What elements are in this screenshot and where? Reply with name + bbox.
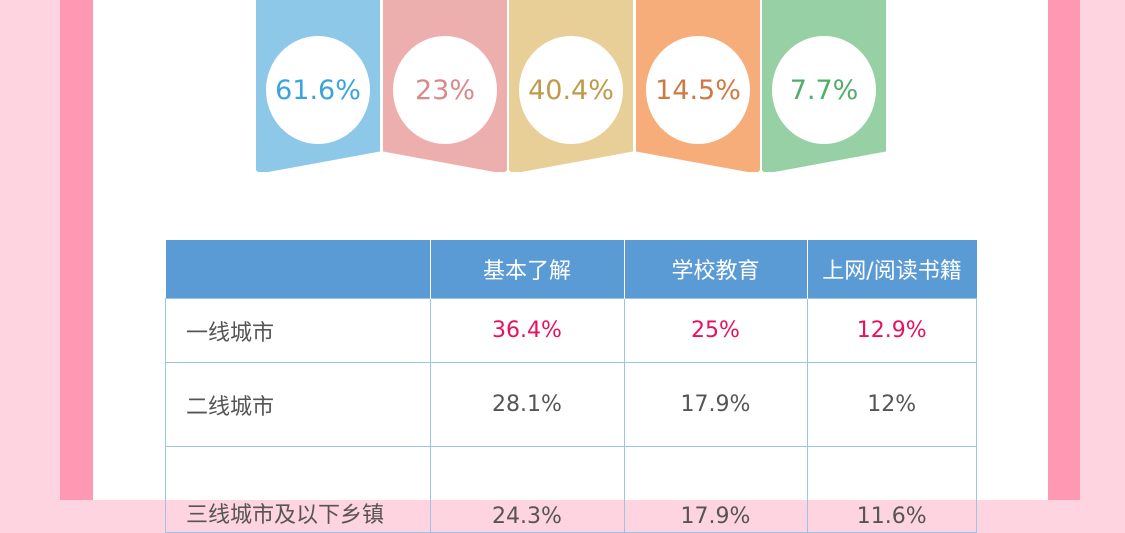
header-cell: 基本了解 bbox=[430, 240, 625, 299]
stat-banner: 14.5% bbox=[636, 0, 760, 172]
decor-stripe-right bbox=[1048, 0, 1080, 500]
row-label: 二线城市 bbox=[165, 362, 431, 447]
table-cell: 28.1% bbox=[429, 362, 625, 447]
decor-stripe-left bbox=[60, 0, 93, 500]
header-cell: 学校教育 bbox=[624, 240, 808, 299]
stat-banner: 23% bbox=[383, 0, 507, 172]
row-label: 一线城市 bbox=[165, 298, 431, 363]
stat-value: 40.4% bbox=[519, 36, 623, 144]
row-label: 三线城市及以下乡镇 bbox=[165, 446, 431, 533]
table-cell: 25% bbox=[623, 298, 808, 363]
header-cell bbox=[165, 240, 431, 299]
stat-value: 23% bbox=[393, 36, 497, 144]
table-cell: 12.9% bbox=[806, 298, 977, 363]
table-row: 二线城市 28.1% 17.9% 12% bbox=[165, 362, 977, 447]
data-table: 基本了解 学校教育 上网/阅读书籍 一线城市 36.4% 25% 12.9% 二… bbox=[165, 240, 977, 533]
stat-banner: 40.4% bbox=[509, 0, 633, 172]
table-cell: 36.4% bbox=[429, 298, 625, 363]
stat-value: 14.5% bbox=[646, 36, 750, 144]
table-cell: 11.6% bbox=[806, 446, 977, 533]
table-cell: 12% bbox=[806, 362, 977, 447]
table-row: 三线城市及以下乡镇 24.3% 17.9% 11.6% bbox=[165, 446, 977, 533]
table-row: 一线城市 36.4% 25% 12.9% bbox=[165, 298, 977, 363]
stat-banner: 7.7% bbox=[762, 0, 886, 172]
stat-value: 7.7% bbox=[772, 36, 876, 144]
table-header-row: 基本了解 学校教育 上网/阅读书籍 bbox=[165, 240, 977, 299]
table-cell: 24.3% bbox=[429, 446, 625, 533]
table-cell: 17.9% bbox=[623, 446, 808, 533]
stat-banner: 61.6% bbox=[256, 0, 380, 172]
stat-value: 61.6% bbox=[266, 36, 370, 144]
header-cell: 上网/阅读书籍 bbox=[807, 240, 977, 299]
table-cell: 17.9% bbox=[623, 362, 808, 447]
